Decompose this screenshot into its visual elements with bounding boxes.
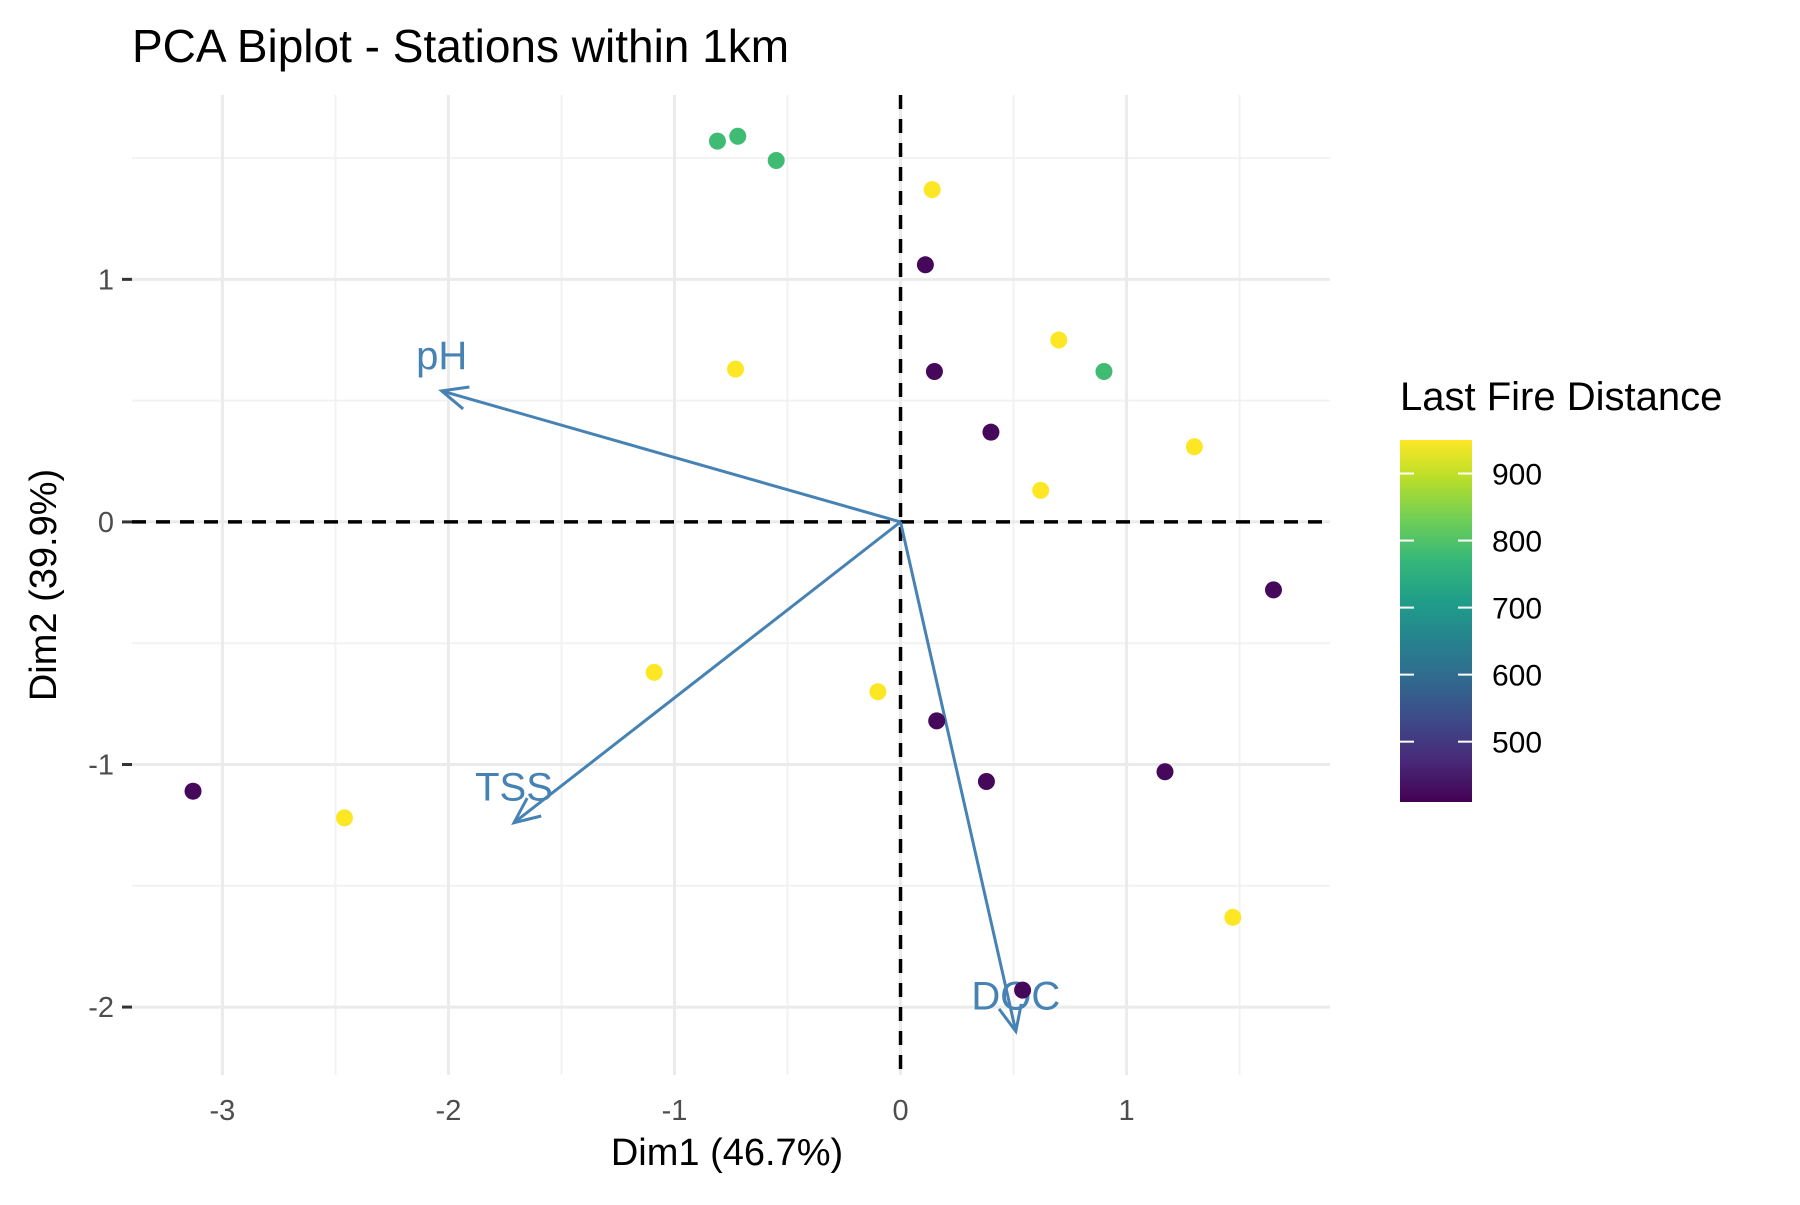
station-point bbox=[982, 423, 1000, 441]
x-axis-title: Dim1 (46.7%) bbox=[611, 1132, 843, 1174]
arrow-shaft bbox=[513, 520, 902, 824]
arrow-label: DOC bbox=[971, 974, 1060, 1018]
legend-label: 700 bbox=[1492, 593, 1542, 626]
station-point bbox=[708, 132, 726, 150]
station-point bbox=[1050, 331, 1068, 349]
station-point bbox=[184, 782, 202, 800]
arrow-shaft bbox=[899, 521, 1018, 1032]
station-point bbox=[977, 772, 995, 790]
grid-layer bbox=[132, 95, 1330, 1075]
station-points bbox=[184, 127, 1282, 999]
station-point bbox=[869, 683, 887, 701]
station-point bbox=[925, 363, 943, 381]
legend-colorbar bbox=[1400, 440, 1472, 802]
arrow-head bbox=[997, 1003, 1023, 1035]
station-point bbox=[645, 663, 663, 681]
station-point bbox=[1224, 908, 1242, 926]
arrow-ph: pH bbox=[416, 334, 901, 524]
arrow-doc: DOC bbox=[899, 521, 1060, 1035]
station-point bbox=[767, 151, 785, 169]
y-tick-label: -1 bbox=[88, 750, 114, 782]
legend-label: 600 bbox=[1492, 660, 1542, 693]
legend-label: 500 bbox=[1492, 727, 1542, 760]
station-point bbox=[1032, 481, 1050, 499]
station-point bbox=[1185, 438, 1203, 456]
station-point bbox=[923, 181, 941, 199]
station-point bbox=[1156, 763, 1174, 781]
station-point bbox=[727, 360, 745, 378]
legend-title: Last Fire Distance bbox=[1400, 375, 1722, 419]
arrow-head bbox=[511, 797, 542, 825]
station-point bbox=[1014, 981, 1032, 999]
x-tick-label: -2 bbox=[436, 1095, 462, 1127]
station-point bbox=[916, 256, 934, 274]
y-axis-title: Dim2 (39.9%) bbox=[23, 469, 65, 701]
y-tick-label: 1 bbox=[98, 264, 114, 296]
station-point bbox=[335, 809, 353, 827]
station-point bbox=[1095, 363, 1113, 381]
arrow-shaft bbox=[441, 389, 901, 524]
legend-label: 900 bbox=[1492, 459, 1542, 492]
x-tick-label: 1 bbox=[1118, 1095, 1134, 1127]
arrow-label: TSS bbox=[475, 766, 553, 810]
x-tick-label: -1 bbox=[662, 1095, 688, 1127]
station-point bbox=[1264, 581, 1282, 599]
x-tick-label: 0 bbox=[892, 1095, 908, 1127]
color-legend: Last Fire Distance 500 600 700 800 900 bbox=[1400, 375, 1722, 802]
station-point bbox=[928, 712, 946, 730]
axes: -3 -2 -1 0 1 -2 -1 0 1 bbox=[88, 264, 1134, 1127]
x-tick-label: -3 bbox=[210, 1095, 236, 1127]
legend-label: 800 bbox=[1492, 526, 1542, 559]
reference-lines bbox=[132, 95, 1330, 1075]
arrow-tss: TSS bbox=[475, 520, 902, 825]
variable-arrows: pH TSS DOC bbox=[416, 334, 1060, 1035]
chart-title: PCA Biplot - Stations within 1km bbox=[132, 20, 789, 72]
arrow-label: pH bbox=[416, 334, 467, 378]
y-tick-label: 0 bbox=[98, 507, 114, 539]
y-tick-label: -2 bbox=[88, 992, 114, 1024]
arrow-head bbox=[438, 385, 470, 411]
station-point bbox=[729, 127, 747, 145]
